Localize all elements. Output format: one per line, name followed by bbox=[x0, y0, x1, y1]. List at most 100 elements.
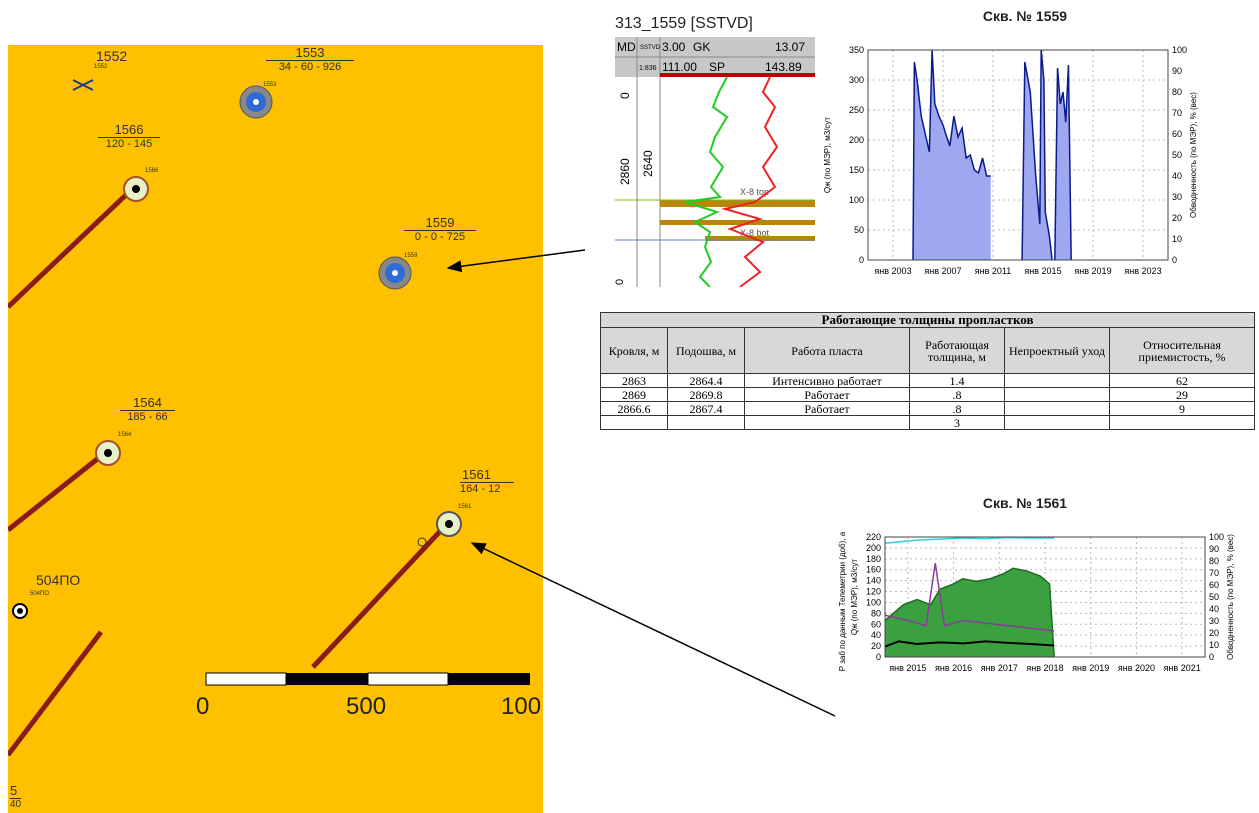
scale-label-0: 0 bbox=[196, 693, 210, 720]
well-values: 40 bbox=[10, 799, 22, 810]
y2-axis-label: Обводненность (по МЭР), % (вес) bbox=[1189, 92, 1198, 218]
y-axis-label: Qж (по МЭР), м3/сут bbox=[823, 117, 832, 193]
series-line bbox=[912, 49, 991, 261]
series-line bbox=[1054, 64, 1072, 261]
table-cell: 29 bbox=[1109, 387, 1255, 402]
table-row: 3 bbox=[600, 415, 1255, 430]
y2-tick-label: 30 bbox=[1209, 616, 1219, 626]
table-cell: Интенсивно работает bbox=[744, 373, 910, 388]
table-cell: 2866.6 bbox=[600, 401, 668, 416]
well-values: 120 - 145 bbox=[105, 138, 153, 150]
y2-tick-label: 100 bbox=[1209, 532, 1224, 542]
log-marker-top: X-8 top bbox=[740, 187, 769, 197]
table-cell: 2864.4 bbox=[667, 373, 745, 388]
trajectory-1566 bbox=[8, 189, 132, 309]
table-header-row: Кровля, м Подошва, м Работа пласта Работ… bbox=[600, 327, 1255, 374]
well-id: 1561 bbox=[460, 467, 514, 483]
well-5-label: 5 40 bbox=[10, 783, 22, 810]
table-cell: Работает bbox=[744, 387, 910, 402]
x-tick-label: янв 2017 bbox=[981, 663, 1018, 673]
well-tiny-label: 1561 bbox=[458, 504, 472, 510]
well-id: 1564 bbox=[120, 395, 175, 411]
well-1559-label: 1559 0 - 0 - 725 bbox=[404, 215, 476, 243]
well-tiny-label: 1552 bbox=[94, 64, 108, 70]
table-caption: Работающие толщины пропластков bbox=[600, 312, 1255, 328]
y-tick-label: 40 bbox=[871, 630, 881, 640]
x-tick-label: янв 2003 bbox=[874, 266, 911, 276]
well-values: 185 - 66 bbox=[127, 411, 168, 423]
y2-tick-label: 90 bbox=[1209, 544, 1219, 554]
log-layer-band bbox=[705, 236, 815, 241]
y2-tick-label: 40 bbox=[1209, 604, 1219, 614]
y-tick-label: 180 bbox=[866, 554, 881, 564]
well-1559-marker[interactable] bbox=[378, 256, 412, 290]
well-1553-marker[interactable] bbox=[239, 85, 273, 119]
table-header-thickness: Работающая толщина, м bbox=[909, 327, 1005, 374]
well-1564-label: 1564 185 - 66 bbox=[120, 395, 175, 423]
scale-bar bbox=[205, 672, 530, 686]
map-canvas bbox=[8, 79, 530, 757]
y-tick-label: 100 bbox=[866, 597, 881, 607]
table-cell bbox=[600, 415, 668, 430]
table-cell: 3 bbox=[909, 415, 1005, 430]
y2-axis-label: Обводненность (по МЭР), % (вес) bbox=[1226, 534, 1235, 660]
log-curve-sp bbox=[721, 76, 779, 287]
well-1566-label: 1566 120 - 145 bbox=[98, 122, 160, 150]
y2-tick-label: 70 bbox=[1209, 568, 1219, 578]
well-1552-marker[interactable] bbox=[72, 79, 94, 91]
well-tiny-label: 1564 bbox=[118, 432, 132, 438]
y-tick-label: 200 bbox=[866, 543, 881, 553]
well-504po-marker[interactable] bbox=[12, 603, 28, 619]
table-cell: 2863 bbox=[600, 373, 668, 388]
y-tick-label: 60 bbox=[871, 619, 881, 629]
y-tick-label: 200 bbox=[849, 135, 864, 145]
y2-tick-label: 30 bbox=[1172, 192, 1182, 202]
well-log-panel[interactable]: 313_1559 [SSTVD] MD SSTVD 3.00 GK 13.07 … bbox=[615, 15, 815, 287]
table-row: 2866.6 2867.4 Работает .8 9 bbox=[600, 401, 1255, 416]
log-layer-band bbox=[660, 220, 815, 225]
y-tick-label: 20 bbox=[871, 641, 881, 651]
x-tick-label: янв 2020 bbox=[1118, 663, 1155, 673]
y2-tick-label: 80 bbox=[1172, 87, 1182, 97]
x-tick-label: янв 2019 bbox=[1074, 266, 1111, 276]
table-header-work: Работа пласта bbox=[744, 327, 910, 374]
table-row: 2863 2864.4 Интенсивно работает 1.4 62 bbox=[600, 373, 1255, 388]
well-1552-label: 1552 1552 bbox=[94, 48, 127, 70]
trajectory-1564 bbox=[8, 450, 108, 532]
y-tick-label: 350 bbox=[849, 45, 864, 55]
y2-tick-label: 10 bbox=[1209, 640, 1219, 650]
well-1566-marker[interactable] bbox=[123, 176, 149, 202]
table-header-injectivity: Относительная приемистость, % bbox=[1109, 327, 1255, 374]
well-id: 1559 bbox=[404, 215, 476, 231]
y-tick-label: 0 bbox=[859, 255, 864, 265]
table-cell: Работает bbox=[744, 401, 910, 416]
well-id: 504ПО bbox=[36, 572, 81, 588]
log-header-ratio: 1:836 bbox=[639, 65, 657, 72]
y2-tick-label: 60 bbox=[1209, 580, 1219, 590]
x-tick-label: янв 2007 bbox=[924, 266, 961, 276]
x-tick-label: янв 2023 bbox=[1124, 266, 1161, 276]
y-tick-label: 250 bbox=[849, 105, 864, 115]
well-map[interactable]: 1552 1552 1553 34 - 60 - 926 1553 1566 1… bbox=[8, 45, 543, 813]
log-header-md: MD bbox=[617, 40, 636, 54]
well-values: 0 - 0 - 725 bbox=[414, 231, 466, 243]
x-tick-label: янв 2015 bbox=[1024, 266, 1061, 276]
trajectory-1561 bbox=[311, 523, 448, 669]
scale-label-500: 500 bbox=[346, 693, 387, 720]
well-tiny-label: 1559 bbox=[404, 253, 418, 259]
y2-tick-label: 80 bbox=[1209, 556, 1219, 566]
series-line bbox=[884, 567, 1055, 658]
table-cell: 62 bbox=[1109, 373, 1255, 388]
series-area bbox=[1054, 65, 1072, 260]
well-1561-label: 1561 164 - 12 bbox=[460, 467, 514, 495]
series-area bbox=[885, 568, 1055, 657]
log-header-gk-max: 13.07 bbox=[775, 40, 805, 54]
y-axis-label-2: Qж (по МЭР), м3/сут bbox=[850, 559, 859, 635]
well-1564-marker[interactable] bbox=[95, 440, 121, 466]
chart-1559-title: Скв. № 1559 bbox=[982, 8, 1068, 24]
table-cell: 9 bbox=[1109, 401, 1255, 416]
well-1561-marker[interactable] bbox=[417, 511, 462, 547]
table-cell: 1.4 bbox=[909, 373, 1005, 388]
